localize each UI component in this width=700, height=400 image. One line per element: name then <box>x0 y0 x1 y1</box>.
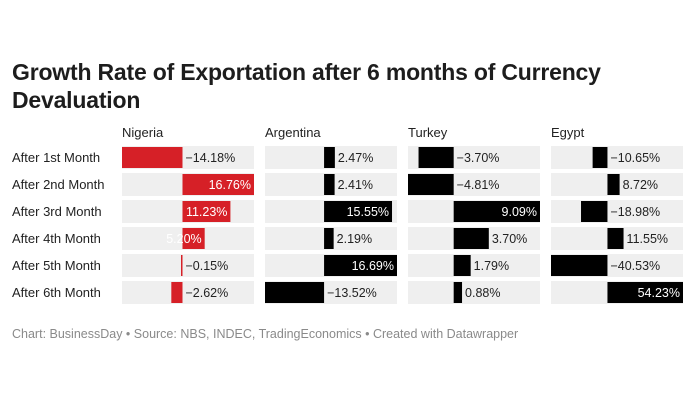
value-label: 3.70% <box>492 232 527 246</box>
value-label: 9.09% <box>502 205 537 219</box>
bar-egypt <box>581 201 608 222</box>
bar-argentina <box>324 228 334 249</box>
bar-nigeria <box>180 255 183 276</box>
column-header-argentina: Argentina <box>265 125 321 140</box>
bar-egypt <box>607 174 620 195</box>
value-label: −18.98% <box>610 205 660 219</box>
value-label: −13.52% <box>327 286 377 300</box>
value-label: −4.81% <box>457 178 500 192</box>
row-label: After 1st Month <box>12 150 100 165</box>
bar-turkey <box>453 282 463 303</box>
bar-nigeria <box>182 201 231 222</box>
column-header-turkey: Turkey <box>408 125 448 140</box>
cell-background <box>408 281 540 304</box>
value-label: 8.72% <box>623 178 658 192</box>
column-header-egypt: Egypt <box>551 125 585 140</box>
bar-turkey <box>453 201 540 222</box>
bar-turkey <box>453 228 489 249</box>
cell-background <box>408 254 540 277</box>
bar-nigeria <box>182 228 205 249</box>
value-label: −2.62% <box>185 286 228 300</box>
value-label: 1.79% <box>474 259 509 273</box>
chart-title: Growth Rate of Exportation after 6 month… <box>12 59 601 113</box>
bar-egypt <box>551 255 608 276</box>
bar-nigeria <box>171 282 183 303</box>
bar-argentina <box>324 147 335 168</box>
value-label: −10.65% <box>610 151 660 165</box>
value-label: −0.15% <box>185 259 228 273</box>
value-label: −40.53% <box>610 259 660 273</box>
value-label: 54.23% <box>638 286 680 300</box>
bar-egypt <box>607 228 624 249</box>
bar-turkey <box>418 147 454 168</box>
row-label: After 6th Month <box>12 285 101 300</box>
row-label: After 3rd Month <box>12 204 102 219</box>
bar-argentina <box>324 174 335 195</box>
value-label: −3.70% <box>457 151 500 165</box>
chart-source-note: Chart: BusinessDay • Source: NBS, INDEC,… <box>12 327 519 341</box>
cell-background <box>122 281 254 304</box>
bar-egypt <box>592 147 608 168</box>
value-label: 0.88% <box>465 286 500 300</box>
bar-argentina <box>324 201 393 222</box>
value-label: 15.55% <box>347 205 389 219</box>
bar-turkey <box>408 174 454 195</box>
value-label: −14.18% <box>185 151 235 165</box>
value-label: 11.23% <box>186 205 227 219</box>
row-label: After 2nd Month <box>12 177 105 192</box>
bar-nigeria <box>122 147 183 168</box>
value-label: 2.47% <box>338 151 373 165</box>
value-label: 5.20% <box>166 232 201 246</box>
value-label: 2.41% <box>338 178 373 192</box>
bar-argentina <box>324 255 397 276</box>
value-label: 16.69% <box>352 259 394 273</box>
cell-background <box>122 254 254 277</box>
bar-egypt <box>607 282 683 303</box>
bar-argentina <box>265 282 325 303</box>
cell-background <box>551 146 683 169</box>
row-label: After 5th Month <box>12 258 101 273</box>
bar-turkey <box>453 255 471 276</box>
bar-nigeria <box>182 174 254 195</box>
value-label: 11.55% <box>627 232 668 246</box>
row-label: After 4th Month <box>12 231 101 246</box>
value-label: 2.19% <box>337 232 372 246</box>
column-header-nigeria: Nigeria <box>122 125 164 140</box>
value-label: 16.76% <box>209 178 251 192</box>
